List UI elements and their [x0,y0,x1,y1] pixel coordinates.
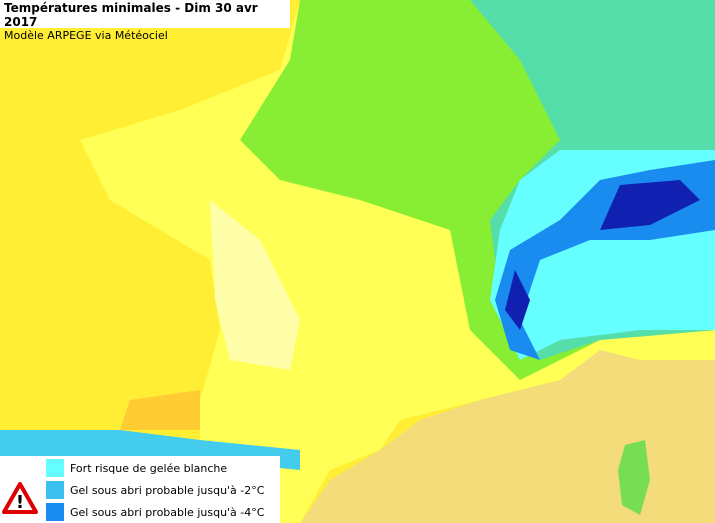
legend-item: Fort risque de gelée blanche [46,459,227,477]
legend-swatch [46,481,64,499]
legend-label: Gel sous abri probable jusqu'à -4°C [70,505,265,519]
legend: ! Fort risque de gelée blanche Gel sous a… [0,456,280,523]
legend-swatch [46,459,64,477]
legend-item: Gel sous abri probable jusqu'à -2°C [46,481,264,499]
title: Températures minimales - Dim 30 avr 2017 [4,1,258,29]
header: Températures minimales - Dim 30 avr 2017… [0,0,290,42]
legend-item: Gel sous abri probable jusqu'à -4°C [46,503,264,521]
warning-mark: ! [16,492,24,513]
subtitle: Modèle ARPEGE via Météociel [4,29,168,42]
legend-swatch [46,503,64,521]
legend-label: Gel sous abri probable jusqu'à -2°C [70,483,265,497]
corsica [618,440,650,515]
cold-zone [505,180,700,330]
warning-icon: ! [2,482,38,514]
warning-triangle [2,482,38,514]
sea-mediterranean [300,350,715,523]
legend-label: Fort risque de gelée blanche [70,461,228,475]
hot-zone [120,390,200,430]
warm-zone [210,200,300,370]
